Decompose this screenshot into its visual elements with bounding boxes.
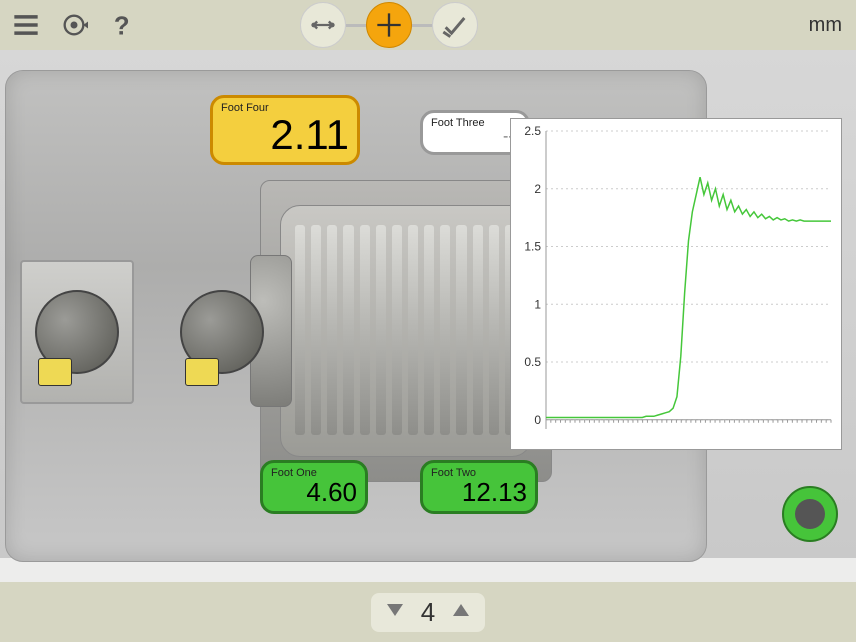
svg-text:2.5: 2.5: [524, 124, 541, 138]
bottombar: 4: [0, 582, 856, 642]
help-icon[interactable]: ?: [106, 9, 138, 41]
target-icon[interactable]: [58, 9, 90, 41]
foot-stepper: 4: [371, 593, 485, 632]
sensor-movable: [185, 358, 219, 386]
unit-label: mm: [809, 14, 842, 37]
wizard-step-measure[interactable]: [366, 2, 412, 48]
foot-three-value: ---: [431, 129, 519, 145]
wizard-step-distance[interactable]: [300, 2, 346, 48]
foot-one-box[interactable]: Foot One 4.60: [260, 460, 368, 514]
stepper-down-icon[interactable]: [385, 600, 405, 625]
svg-text:1: 1: [534, 297, 541, 311]
topbar-left: ?: [0, 9, 138, 41]
wizard-connector: [412, 24, 432, 27]
svg-text:0.5: 0.5: [524, 355, 541, 369]
foot-four-box[interactable]: Foot Four 2.11: [210, 95, 360, 165]
foot-two-value: 12.13: [431, 479, 527, 505]
record-icon: [795, 499, 825, 529]
machine-area: Foot Four 2.11 Foot Three --- Foot One 4…: [0, 50, 856, 558]
foot-two-box[interactable]: Foot Two 12.13: [420, 460, 538, 514]
record-button[interactable]: [782, 486, 838, 542]
sensor-stationary: [38, 358, 72, 386]
chart-svg: 0 0.5 1 1.5 2 2.5: [511, 119, 841, 449]
wizard-step-result[interactable]: [432, 2, 478, 48]
stepper-up-icon[interactable]: [451, 600, 471, 625]
motor-fins: [295, 225, 515, 435]
topbar: ? mm: [0, 0, 856, 50]
menu-icon[interactable]: [10, 9, 42, 41]
live-chart: 0 0.5 1 1.5 2 2.5: [510, 118, 842, 450]
svg-text:0: 0: [534, 413, 541, 427]
foot-one-value: 4.60: [271, 479, 357, 505]
foot-four-value: 2.11: [221, 114, 349, 156]
wizard-steps: [300, 2, 478, 48]
svg-text:2: 2: [534, 182, 541, 196]
wizard-connector: [346, 24, 366, 27]
stepper-value: 4: [421, 597, 435, 628]
svg-text:?: ?: [114, 12, 130, 39]
svg-text:1.5: 1.5: [524, 240, 541, 254]
